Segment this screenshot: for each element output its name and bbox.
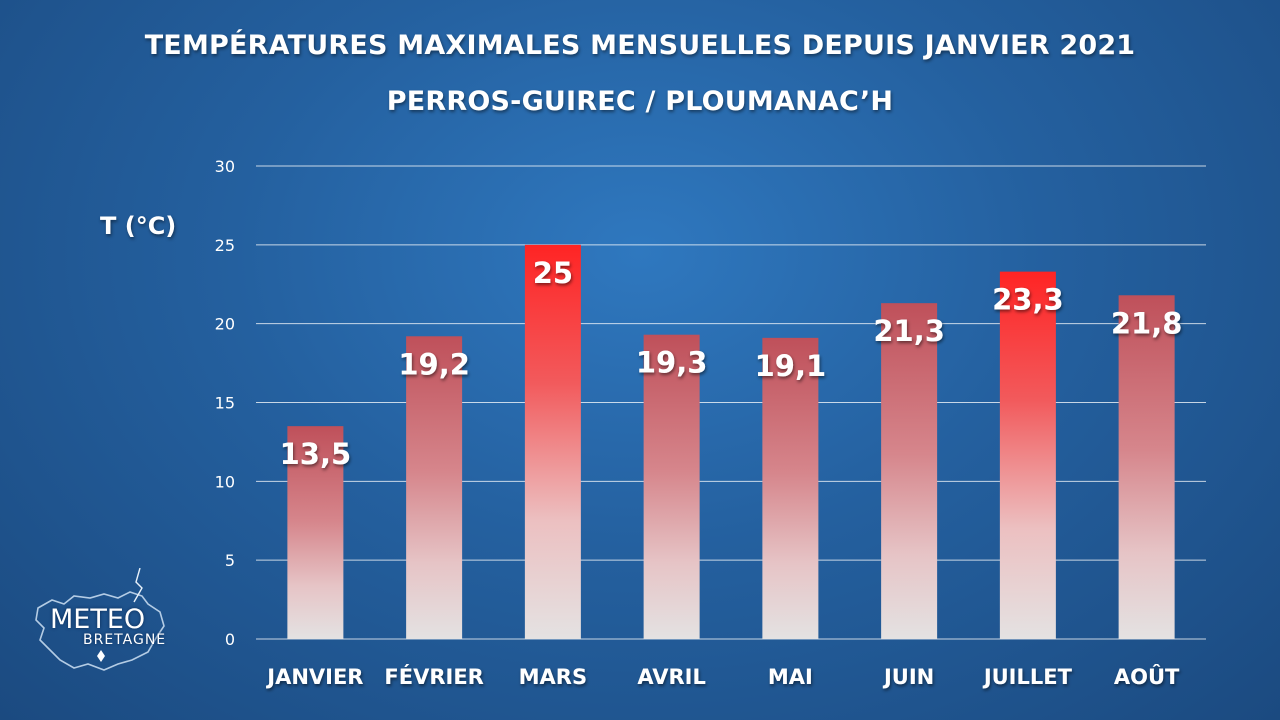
data-label: 19,3 [636, 346, 708, 380]
bar [524, 244, 581, 640]
y-tick-label: 5 [225, 551, 235, 570]
y-tick-label: 10 [215, 472, 235, 491]
gridlines [256, 165, 1206, 640]
y-axis-label: T (°C) [100, 212, 177, 240]
brittany-map-icon [35, 567, 165, 671]
bar [287, 426, 344, 639]
bar [762, 337, 819, 639]
bar [643, 334, 700, 639]
x-tick-label: MARS [519, 665, 587, 689]
bar [999, 271, 1056, 639]
bar [1118, 295, 1175, 639]
x-tick-label: AVRIL [637, 665, 705, 689]
y-tick-label: 0 [225, 630, 235, 649]
data-label: 21,3 [873, 314, 945, 348]
y-tick-label: 20 [215, 315, 235, 334]
chart-subtitle: PERROS-GUIREC / PLOUMANAC’H [386, 86, 894, 117]
data-label: 23,3 [992, 283, 1064, 317]
y-axis-ticks: 0 5 10 15 20 25 30 [215, 157, 235, 649]
x-tick-label: FÉVRIER [384, 664, 483, 689]
y-tick-label: 15 [215, 394, 235, 413]
x-tick-label: JUIN [882, 665, 934, 689]
data-label: 19,1 [755, 349, 827, 383]
chart-title: TEMPÉRATURES MAXIMALES MENSUELLES DEPUIS… [144, 30, 1136, 61]
data-label: 13,5 [280, 437, 352, 471]
data-label: 19,2 [398, 347, 470, 381]
bars [287, 244, 1175, 640]
logo-text-bretagne: BRETAGNE [83, 632, 167, 648]
data-label: 25 [533, 256, 573, 290]
x-tick-label: AOÛT [1114, 664, 1180, 689]
x-tick-label: MAI [768, 665, 813, 689]
y-tick-label: 25 [215, 236, 235, 255]
data-label: 21,8 [1111, 306, 1183, 340]
value-labels: 13,5 19,2 25 19,3 19,1 21,3 23,3 21,8 [280, 256, 1183, 471]
x-tick-label: JANVIER [265, 665, 363, 689]
logo-text-meteo: METEO [50, 604, 146, 635]
y-tick-label: 30 [215, 157, 235, 176]
bar [881, 303, 938, 639]
x-axis-labels: JANVIER FÉVRIER MARS AVRIL MAI JUIN JUILLET AOÛ… [265, 664, 1180, 689]
bar [406, 336, 463, 639]
meteo-bretagne-logo: METEO BRETAGNE [30, 567, 170, 688]
x-tick-label: JUILLET [982, 665, 1073, 689]
